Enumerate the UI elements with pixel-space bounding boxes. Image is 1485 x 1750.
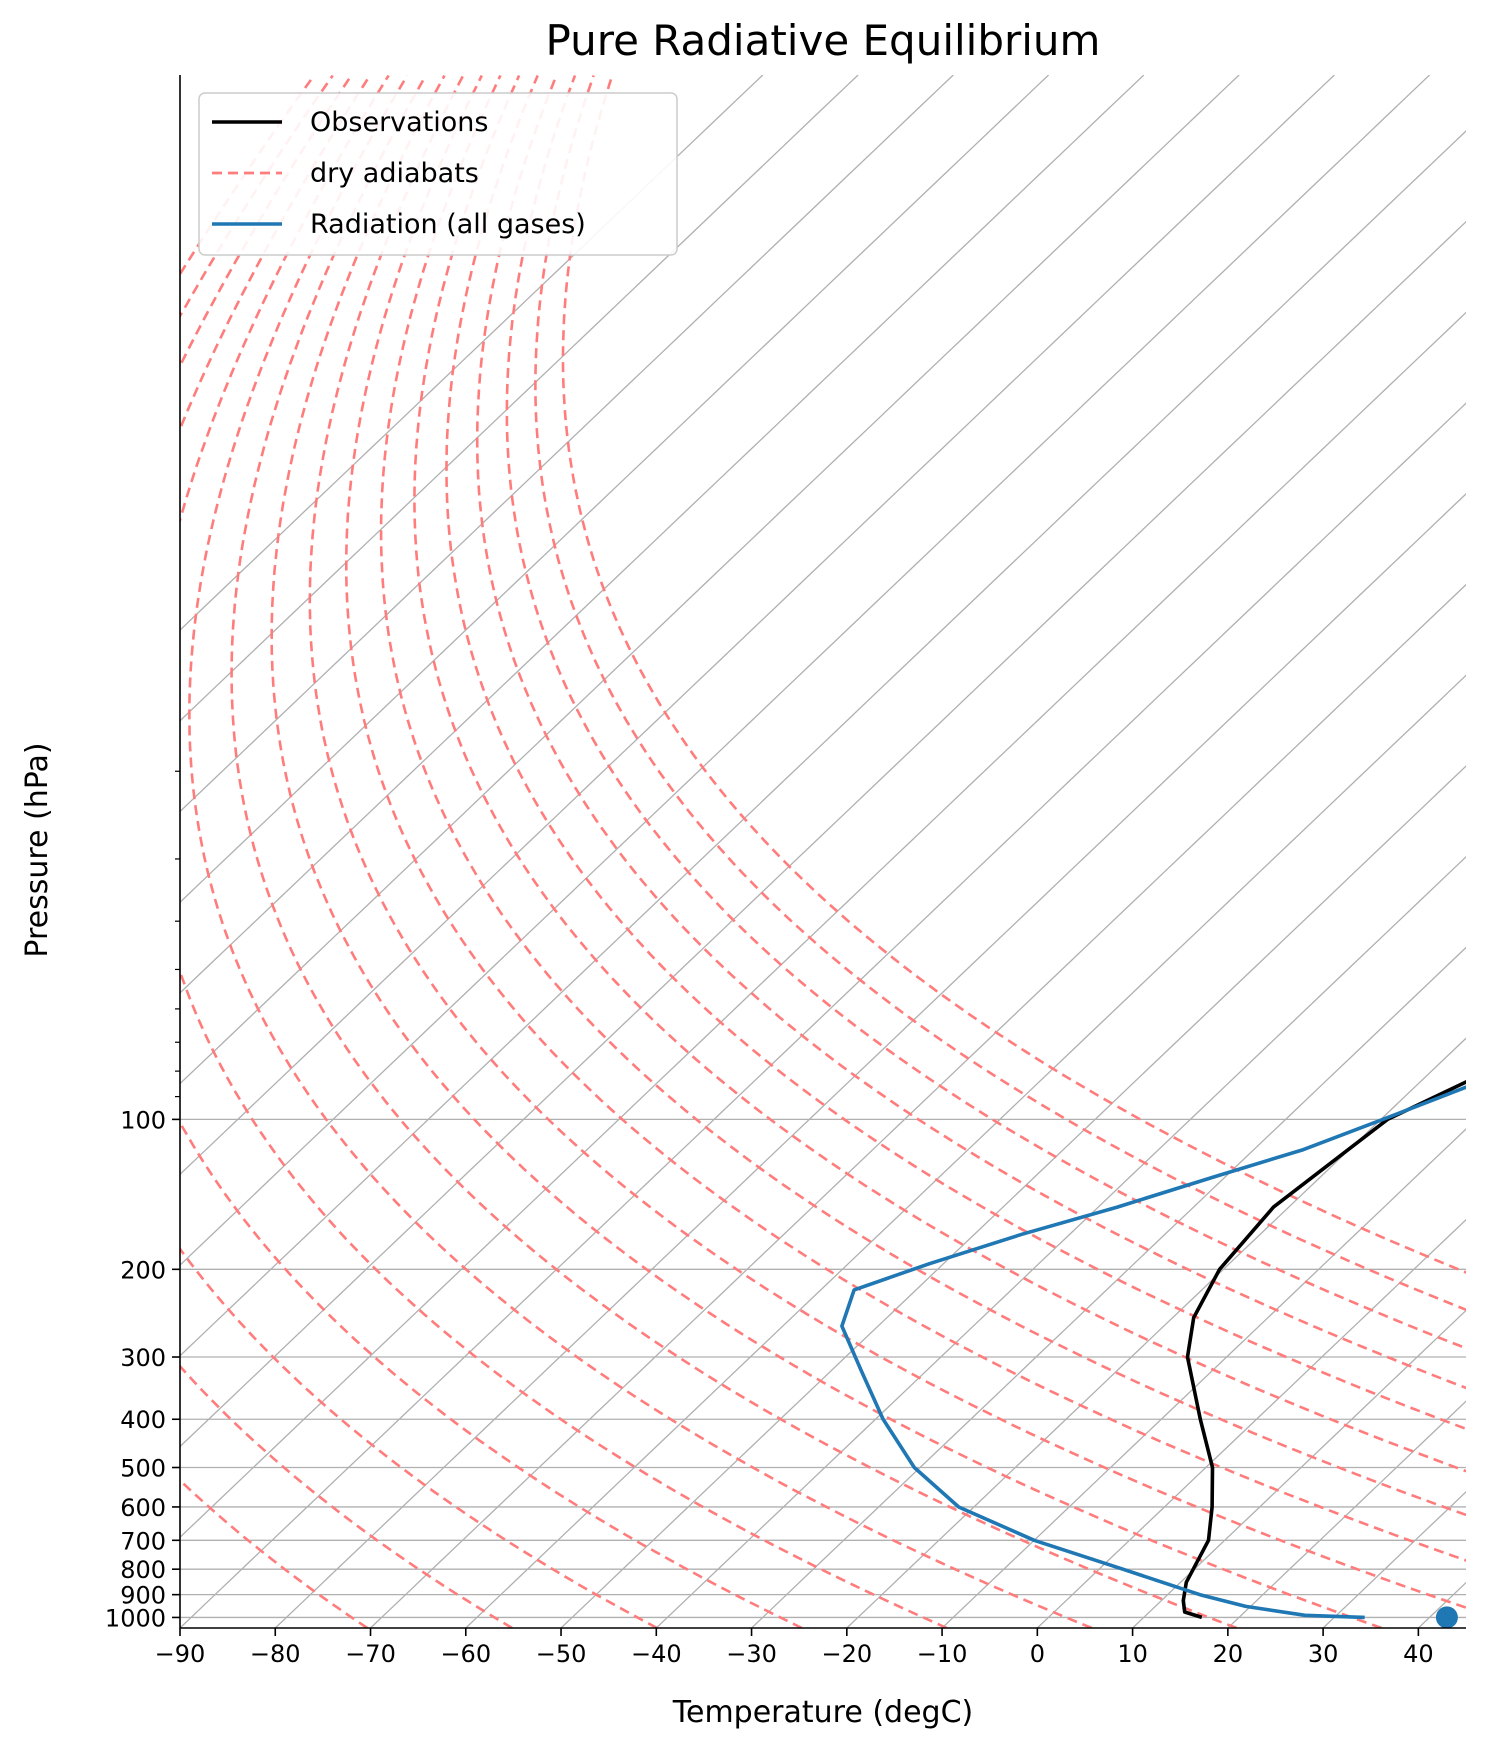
x-tick-label: 0 xyxy=(1030,1640,1045,1668)
dry-adiabat-line xyxy=(180,75,513,1628)
isotherm-gridline xyxy=(180,220,1466,1448)
series-line-0 xyxy=(1181,1079,1466,1620)
x-tick-label: −10 xyxy=(917,1640,968,1668)
dry-adiabat-line xyxy=(413,75,1466,1473)
isotherm-gridline xyxy=(1227,1400,1466,1628)
axes xyxy=(179,75,1466,1629)
isotherm-gridline xyxy=(1036,1218,1466,1628)
x-tick-label: −20 xyxy=(821,1640,872,1668)
dry-adiabats xyxy=(180,75,1466,1628)
y-tick-label: 1000 xyxy=(105,1604,166,1632)
series xyxy=(840,1079,1466,1620)
isotherm-gridline xyxy=(180,75,859,722)
isotherm-gridline xyxy=(180,75,1240,1085)
x-tick-label: −70 xyxy=(345,1640,396,1668)
isotherm-gridline xyxy=(180,75,954,813)
legend: Observations dry adiabats Radiation (all… xyxy=(198,92,678,256)
x-tick-label: 10 xyxy=(1117,1640,1148,1668)
dry-adiabat-line xyxy=(270,75,1382,1628)
dry-adiabat-line xyxy=(180,75,658,1628)
dry-adiabat-line xyxy=(475,75,1466,1390)
x-tick-label: 20 xyxy=(1213,1640,1244,1668)
dry-adiabat-line xyxy=(188,75,1093,1628)
x-ticks: −90 −80 −70 −60 −50 −40 −30 −20 −10 0 10 20 30 40 xyxy=(155,1628,1434,1668)
x-tick-label: −40 xyxy=(631,1640,682,1668)
isotherm-gridline xyxy=(1322,1491,1466,1628)
dry-adiabat-line xyxy=(445,75,1466,1431)
y-tick-label: 400 xyxy=(120,1406,166,1434)
dry-adiabat-line xyxy=(308,75,1466,1610)
x-tick-label: −30 xyxy=(726,1640,777,1668)
y-tick-label: 200 xyxy=(120,1256,166,1284)
dry-adiabat-line xyxy=(561,75,1466,1274)
isotherm-gridline xyxy=(180,311,1466,1539)
markers xyxy=(1435,1606,1458,1629)
isotherm-gridline xyxy=(180,75,764,632)
x-tick-label: −50 xyxy=(536,1640,587,1668)
dry-adiabat-line xyxy=(230,75,1238,1628)
x-tick-label: −90 xyxy=(155,1640,206,1668)
y-tick-label: 100 xyxy=(120,1106,166,1134)
y-axis-label: Pressure (hPa) xyxy=(20,742,55,957)
legend-label-radiation: Radiation (all gases) xyxy=(310,209,586,240)
x-tick-label: 40 xyxy=(1403,1640,1434,1668)
x-tick-label: −60 xyxy=(440,1640,491,1668)
y-tick-label: 800 xyxy=(120,1556,166,1584)
isotherm-gridline xyxy=(465,674,1466,1628)
surface-temperature-marker xyxy=(1435,1606,1458,1629)
dry-adiabat-line xyxy=(180,75,948,1628)
x-tick-label: −80 xyxy=(250,1640,301,1668)
isotherm-gridline xyxy=(180,130,1466,1357)
isotherm-gridline xyxy=(274,493,1466,1628)
dry-adiabat-line xyxy=(534,75,1466,1312)
isotherm-gridline xyxy=(751,946,1466,1628)
dry-adiabat-line xyxy=(180,75,803,1628)
x-axis-label: Temperature (degC) xyxy=(672,1695,973,1730)
legend-label-observations: Observations xyxy=(310,107,488,138)
isotherm-gridline xyxy=(655,855,1466,1628)
isotherm-gridline xyxy=(180,75,1431,1267)
legend-label-dry-adiabats: dry adiabats xyxy=(310,158,479,189)
y-tick-label: 500 xyxy=(120,1455,166,1483)
isotherm-gridline xyxy=(180,75,1145,994)
isotherm-gridline xyxy=(180,402,1466,1628)
isotherm-gridline xyxy=(180,75,1050,904)
isotherm-gridline xyxy=(180,75,1335,1176)
chart-title: Pure Radiative Equilibrium xyxy=(546,16,1101,65)
isotherm-gridline xyxy=(941,1128,1466,1628)
series-line-2 xyxy=(840,1085,1466,1620)
dry-adiabat-line xyxy=(379,75,1466,1517)
y-tick-label: 700 xyxy=(120,1527,166,1555)
isotherm-gridline xyxy=(1417,1581,1466,1628)
y-tick-label: 300 xyxy=(120,1344,166,1372)
y-tick-label: 600 xyxy=(120,1494,166,1522)
legend-frame xyxy=(198,92,678,256)
isotherm-gridline xyxy=(560,765,1466,1628)
y-tick-label: 900 xyxy=(120,1582,166,1610)
isotherm-gridline xyxy=(370,583,1466,1628)
isotherm-gridline xyxy=(846,1037,1466,1628)
grid xyxy=(180,75,1466,1628)
x-tick-label: 30 xyxy=(1308,1640,1339,1668)
